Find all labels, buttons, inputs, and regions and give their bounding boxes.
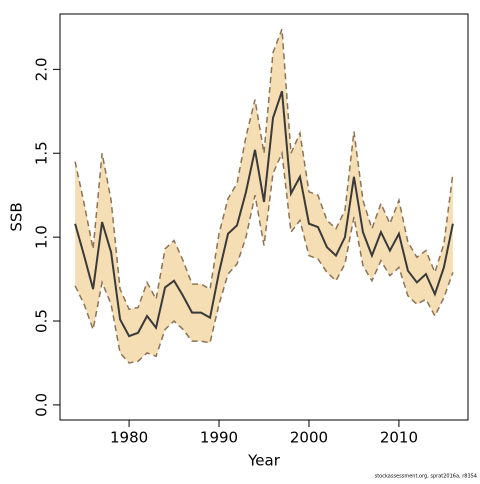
upper-bound bbox=[74, 28, 454, 311]
plot-box bbox=[59, 13, 469, 421]
y-tick-label: 1.5 bbox=[33, 141, 51, 165]
y-tick-label: 1.0 bbox=[33, 225, 51, 249]
x-tick-label: 1990 bbox=[200, 429, 238, 447]
y-tick-label: 0.5 bbox=[33, 309, 51, 333]
y-axis-label: SSB bbox=[8, 202, 26, 231]
x-tick-label: 2000 bbox=[290, 429, 328, 447]
x-tick-label: 1980 bbox=[110, 429, 148, 447]
x-tick-label: 2010 bbox=[380, 429, 418, 447]
y-tick-label: 0.0 bbox=[33, 393, 51, 417]
footer: stockassessment.org, sprat2016a, r8354 bbox=[375, 474, 477, 480]
y-tick-label: 2.0 bbox=[33, 57, 51, 81]
lower-bound bbox=[74, 150, 454, 364]
x-axis-label: Year bbox=[247, 452, 281, 470]
ssb-line bbox=[74, 90, 454, 338]
